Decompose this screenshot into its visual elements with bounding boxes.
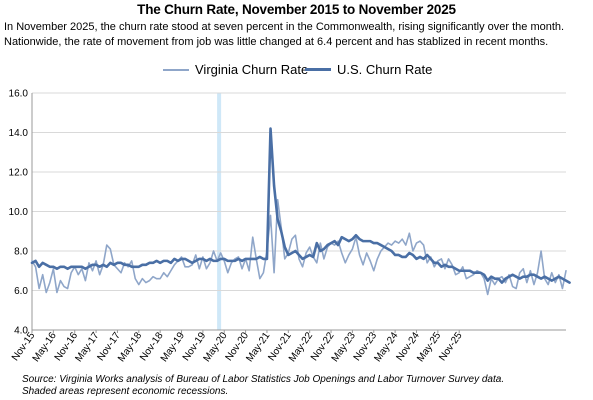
legend-swatch-us <box>305 68 331 71</box>
y-tick-label: 10.0 <box>9 207 29 218</box>
source-note: Source: Virginia Works analysis of Burea… <box>22 374 505 385</box>
x-tick-label: Nov-25 <box>437 330 465 363</box>
legend: Virginia Churn Rate U.S. Churn Rate <box>0 62 593 80</box>
gridlines <box>32 92 566 291</box>
y-tick-labels: 4.0 6.0 8.0 10.0 12.0 14.0 16.0 <box>9 89 29 337</box>
us-churn-line <box>30 127 571 284</box>
y-tick-label: 14.0 <box>9 128 29 139</box>
y-tick-label: 16.0 <box>9 89 29 100</box>
chart-footnotes: Source: Virginia Works analysis of Burea… <box>22 374 582 398</box>
chart-subtitle: In November 2025, the churn rate stood a… <box>4 21 565 48</box>
legend-label-us: U.S. Churn Rate <box>337 62 433 77</box>
legend-item-virginia: Virginia Churn Rate <box>163 62 308 77</box>
legend-item-us: U.S. Churn Rate <box>305 62 432 77</box>
axes <box>31 93 566 331</box>
legend-label-virginia: Virginia Churn Rate <box>195 62 309 77</box>
recession-note: Shaded areas represent economic recessio… <box>22 386 229 397</box>
legend-swatch-virginia <box>163 68 189 71</box>
chart-title: The Churn Rate, November 2015 to Novembe… <box>137 2 456 17</box>
y-tick-label: 6.0 <box>14 286 28 297</box>
series-lines <box>30 127 571 296</box>
x-tick-labels: Nov-15May-16Nov-16May-17Nov-17May-18Nov-… <box>10 330 465 364</box>
y-tick-label: 4.0 <box>14 326 28 337</box>
virginia-churn-line <box>31 198 567 296</box>
y-tick-label: 8.0 <box>14 247 28 258</box>
y-tick-label: 12.0 <box>9 168 29 179</box>
